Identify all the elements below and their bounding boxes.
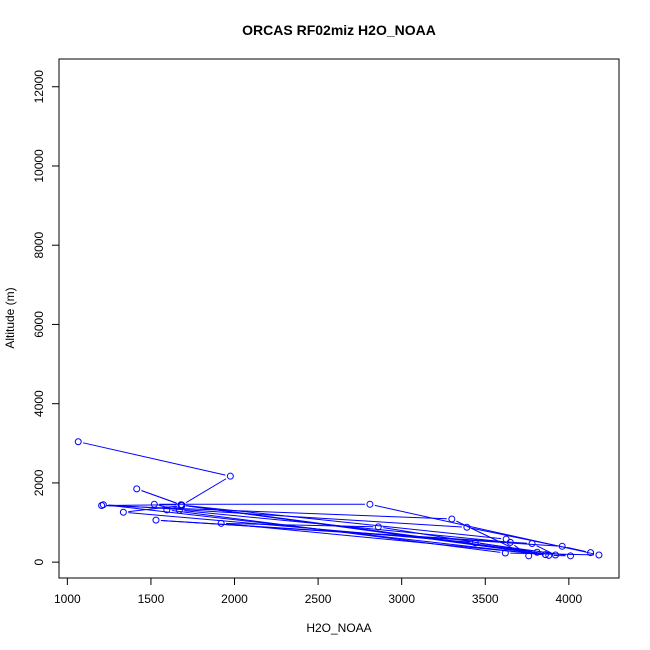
data-point bbox=[567, 552, 575, 560]
data-point bbox=[471, 539, 479, 547]
data-point bbox=[595, 551, 603, 559]
x-axis-label: H2O_NOAA bbox=[306, 621, 371, 635]
y-axis: 0 2000 4000 6000 8000 10000 12000 bbox=[32, 70, 60, 565]
series-layer bbox=[74, 438, 603, 560]
data-point bbox=[533, 548, 541, 556]
series-segment bbox=[160, 519, 528, 544]
data-point bbox=[448, 515, 456, 523]
y-tick-label: 12000 bbox=[32, 70, 46, 104]
data-point bbox=[541, 551, 549, 559]
series-segment bbox=[108, 504, 544, 556]
y-tick-label: 0 bbox=[32, 558, 46, 565]
data-point bbox=[587, 549, 595, 557]
data-point bbox=[150, 500, 158, 508]
chart-title: ORCAS RF02miz H2O_NOAA bbox=[242, 22, 436, 38]
series-segment bbox=[226, 523, 541, 555]
y-tick-label: 6000 bbox=[32, 311, 46, 338]
x-tick-label: 3000 bbox=[388, 592, 415, 606]
data-point bbox=[525, 552, 533, 560]
y-tick-label: 10000 bbox=[32, 149, 46, 183]
data-point bbox=[217, 519, 225, 527]
data-point bbox=[502, 535, 510, 543]
data-point bbox=[99, 501, 107, 509]
series-segment bbox=[226, 522, 374, 528]
data-point bbox=[501, 549, 509, 557]
data-point bbox=[558, 542, 566, 550]
data-point bbox=[119, 508, 127, 516]
y-axis-label: Altitude (m) bbox=[3, 287, 17, 348]
data-point bbox=[163, 506, 171, 514]
series-segment bbox=[141, 490, 177, 504]
data-point bbox=[528, 540, 536, 548]
data-point bbox=[74, 438, 82, 446]
series-segment bbox=[171, 506, 178, 509]
series-segment bbox=[536, 545, 552, 554]
series-segment bbox=[566, 546, 586, 553]
data-point bbox=[366, 500, 374, 508]
series-segment bbox=[471, 527, 586, 553]
series-segment bbox=[82, 442, 226, 476]
data-point bbox=[226, 472, 234, 480]
series-segment bbox=[186, 505, 533, 553]
data-point bbox=[374, 523, 382, 531]
data-point bbox=[545, 551, 553, 559]
data-point bbox=[152, 516, 160, 524]
y-tick-label: 4000 bbox=[32, 390, 46, 417]
x-tick-label: 2500 bbox=[305, 592, 332, 606]
series-segment bbox=[383, 527, 533, 552]
x-axis: 1000 1500 2000 2500 3000 3500 4000 bbox=[54, 577, 583, 606]
plot-area bbox=[58, 58, 620, 579]
x-tick-label: 3500 bbox=[472, 592, 499, 606]
y-tick-label: 2000 bbox=[32, 469, 46, 496]
x-tick-label: 4000 bbox=[555, 592, 582, 606]
data-point bbox=[551, 551, 559, 559]
data-point bbox=[178, 501, 186, 509]
series-segment bbox=[186, 505, 502, 540]
x-tick-label: 2000 bbox=[221, 592, 248, 606]
data-point bbox=[463, 523, 471, 531]
data-point bbox=[133, 485, 141, 493]
x-tick-label: 1500 bbox=[138, 592, 165, 606]
y-tick-label: 8000 bbox=[32, 232, 46, 259]
series-segment bbox=[185, 478, 227, 503]
x-tick-label: 1000 bbox=[54, 592, 81, 606]
